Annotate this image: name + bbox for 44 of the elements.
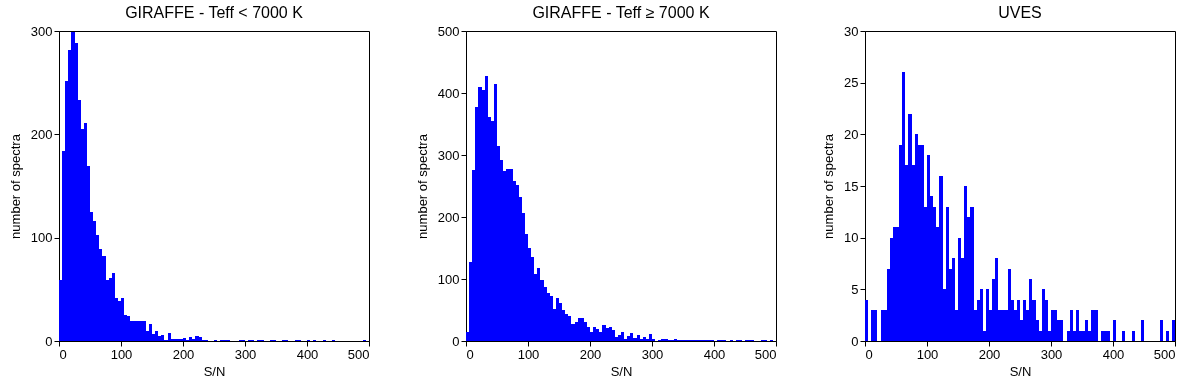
- y-tick-label: 100: [437, 271, 460, 287]
- x-tick-label: 100: [916, 346, 939, 362]
- y-tick-label: 5: [851, 281, 859, 297]
- x-tick-label: 500: [347, 346, 370, 362]
- x-tick-label: 500: [1153, 346, 1176, 362]
- x-tick-label: 400: [703, 346, 726, 362]
- x-tick-label: 200: [172, 346, 195, 362]
- x-axis-title: S/N: [203, 363, 226, 379]
- x-tick-label: 100: [110, 346, 133, 362]
- y-tick-label: 0: [45, 333, 53, 349]
- y-tick-label: 30: [844, 23, 859, 39]
- x-tick-label: 200: [978, 346, 1001, 362]
- x-tick-label: 400: [296, 346, 319, 362]
- y-tick-label: 25: [844, 75, 859, 91]
- y-tick-label: 0: [851, 333, 859, 349]
- chart-title: GIRAFFE - Teff < 7000 K: [125, 4, 304, 21]
- x-axis-title: S/N: [1009, 363, 1032, 379]
- y-tick-label: 20: [844, 126, 859, 142]
- chart-title: GIRAFFE - Teff ≥ 7000 K: [532, 4, 710, 21]
- y-axis-title: number of spectra: [821, 133, 837, 239]
- y-axis-title: number of spectra: [414, 133, 430, 239]
- x-tick-label: 500: [754, 346, 777, 362]
- y-tick-label: 400: [437, 85, 460, 101]
- y-tick-label: 0: [452, 333, 460, 349]
- y-tick-label: 300: [437, 147, 460, 163]
- y-tick-label: 200: [30, 126, 53, 142]
- x-tick-label: 200: [579, 346, 602, 362]
- y-tick-label: 200: [437, 209, 460, 225]
- x-tick-label: 300: [234, 346, 257, 362]
- y-tick-label: 300: [30, 23, 53, 39]
- y-tick-label: 500: [437, 23, 460, 39]
- y-axis-title: number of spectra: [7, 133, 23, 239]
- x-tick-label: 300: [1040, 346, 1063, 362]
- x-tick-label: 0: [466, 346, 474, 362]
- x-tick-label: 0: [59, 346, 67, 362]
- x-tick-label: 100: [517, 346, 540, 362]
- chart-title: UVES: [998, 4, 1042, 21]
- x-axis-title: S/N: [610, 363, 633, 379]
- x-tick-label: 300: [641, 346, 664, 362]
- x-tick-label: 0: [865, 346, 873, 362]
- x-tick-label: 400: [1102, 346, 1125, 362]
- y-tick-label: 10: [844, 230, 859, 246]
- y-tick-label: 15: [844, 178, 859, 194]
- y-tick-label: 100: [30, 230, 53, 246]
